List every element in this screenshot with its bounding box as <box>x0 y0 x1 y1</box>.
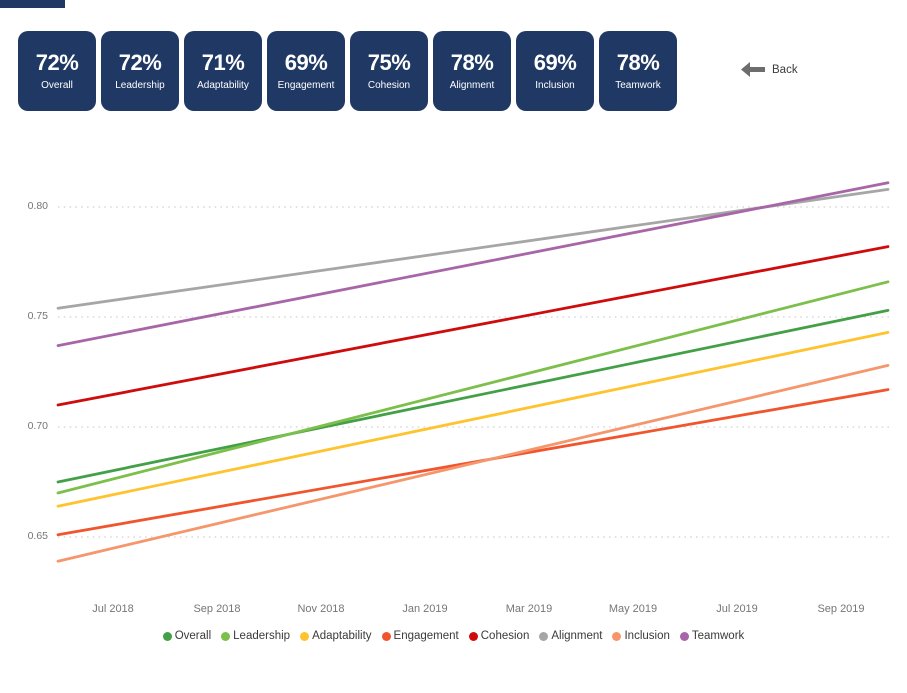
legend-dot-icon <box>679 631 689 641</box>
legend-item-adaptability[interactable]: Adaptability <box>300 630 372 642</box>
legend-dot-icon <box>539 631 549 641</box>
legend-item-engagement[interactable]: Engagement <box>381 630 459 642</box>
legend-dot-icon <box>162 631 172 641</box>
kpi-label: Alignment <box>449 79 495 91</box>
kpi-label: Teamwork <box>615 79 661 91</box>
y-axis-tick: 0.80 <box>27 200 48 212</box>
legend-item-overall[interactable]: Overall <box>162 630 212 642</box>
kpi-value: 69% <box>533 49 577 75</box>
kpi-label: Engagement <box>277 79 335 91</box>
trend-line-teamwork[interactable] <box>56 181 890 348</box>
legend-label: Teamwork <box>691 630 745 642</box>
legend-label: Overall <box>174 630 212 642</box>
legend-dot-icon <box>381 631 391 641</box>
kpi-value: 78% <box>616 49 660 75</box>
kpi-label: Inclusion <box>535 79 575 91</box>
kpi-label: Cohesion <box>367 79 411 91</box>
legend-item-inclusion[interactable]: Inclusion <box>612 630 670 642</box>
kpi-label: Overall <box>41 79 73 91</box>
trend-line-cohesion[interactable] <box>56 245 890 407</box>
top-accent-strip <box>0 0 65 8</box>
legend-dot-icon <box>468 631 478 641</box>
kpi-card-inclusion[interactable]: 69% Inclusion <box>516 31 594 111</box>
kpi-card-row: 72% Overall 72% Leadership 71% Adaptabil… <box>18 31 677 111</box>
legend-item-cohesion[interactable]: Cohesion <box>468 630 530 642</box>
legend-dot-icon <box>221 631 231 641</box>
x-axis-tick: Nov 2018 <box>297 603 345 615</box>
legend-item-leadership[interactable]: Leadership <box>221 630 290 642</box>
kpi-label: Leadership <box>115 79 165 91</box>
x-axis-tick: May 2019 <box>608 603 658 615</box>
kpi-value: 69% <box>284 49 328 75</box>
kpi-value: 75% <box>367 49 411 75</box>
legend-label: Alignment <box>551 630 603 642</box>
y-axis-tick: 0.65 <box>27 530 48 542</box>
x-axis-tick: Jul 2019 <box>716 603 758 615</box>
kpi-value: 71% <box>201 49 245 75</box>
x-axis-tick: Mar 2019 <box>505 603 553 615</box>
legend-label: Adaptability <box>312 630 372 642</box>
kpi-card-overall[interactable]: 72% Overall <box>18 31 96 111</box>
legend-dot-icon <box>300 631 310 641</box>
legend-dot-icon <box>612 631 622 641</box>
legend-label: Engagement <box>393 630 459 642</box>
legend-label: Leadership <box>233 630 291 642</box>
chart-legend: Overall Leadership Adaptability Engageme… <box>0 630 907 642</box>
legend-item-teamwork[interactable]: Teamwork <box>679 630 745 642</box>
trend-line-chart[interactable] <box>0 150 907 650</box>
kpi-label: Adaptability <box>197 79 249 91</box>
x-axis-tick: Sep 2018 <box>193 603 241 615</box>
x-axis-tick: Jan 2019 <box>402 603 448 615</box>
kpi-card-adaptability[interactable]: 71% Adaptability <box>184 31 262 111</box>
kpi-card-teamwork[interactable]: 78% Teamwork <box>599 31 677 111</box>
kpi-card-leadership[interactable]: 72% Leadership <box>101 31 179 111</box>
x-axis-tick: Sep 2019 <box>817 603 865 615</box>
y-axis-tick: 0.75 <box>27 310 48 322</box>
kpi-value: 72% <box>35 49 79 75</box>
left-arrow-icon <box>741 62 765 77</box>
kpi-value: 78% <box>450 49 494 75</box>
kpi-card-engagement[interactable]: 69% Engagement <box>267 31 345 111</box>
back-label: Back <box>772 63 798 76</box>
trend-line-overall[interactable] <box>56 308 890 484</box>
back-button[interactable]: Back <box>741 62 798 77</box>
trend-line-inclusion[interactable] <box>56 363 890 563</box>
y-axis-tick: 0.70 <box>27 420 48 432</box>
legend-label: Inclusion <box>624 630 670 642</box>
x-axis-tick: Jul 2018 <box>92 603 134 615</box>
kpi-card-alignment[interactable]: 78% Alignment <box>433 31 511 111</box>
kpi-value: 72% <box>118 49 162 75</box>
legend-label: Cohesion <box>480 630 530 642</box>
legend-item-alignment[interactable]: Alignment <box>539 630 602 642</box>
trend-line-adaptability[interactable] <box>56 330 890 508</box>
trend-line-leadership[interactable] <box>56 280 890 495</box>
kpi-card-cohesion[interactable]: 75% Cohesion <box>350 31 428 111</box>
